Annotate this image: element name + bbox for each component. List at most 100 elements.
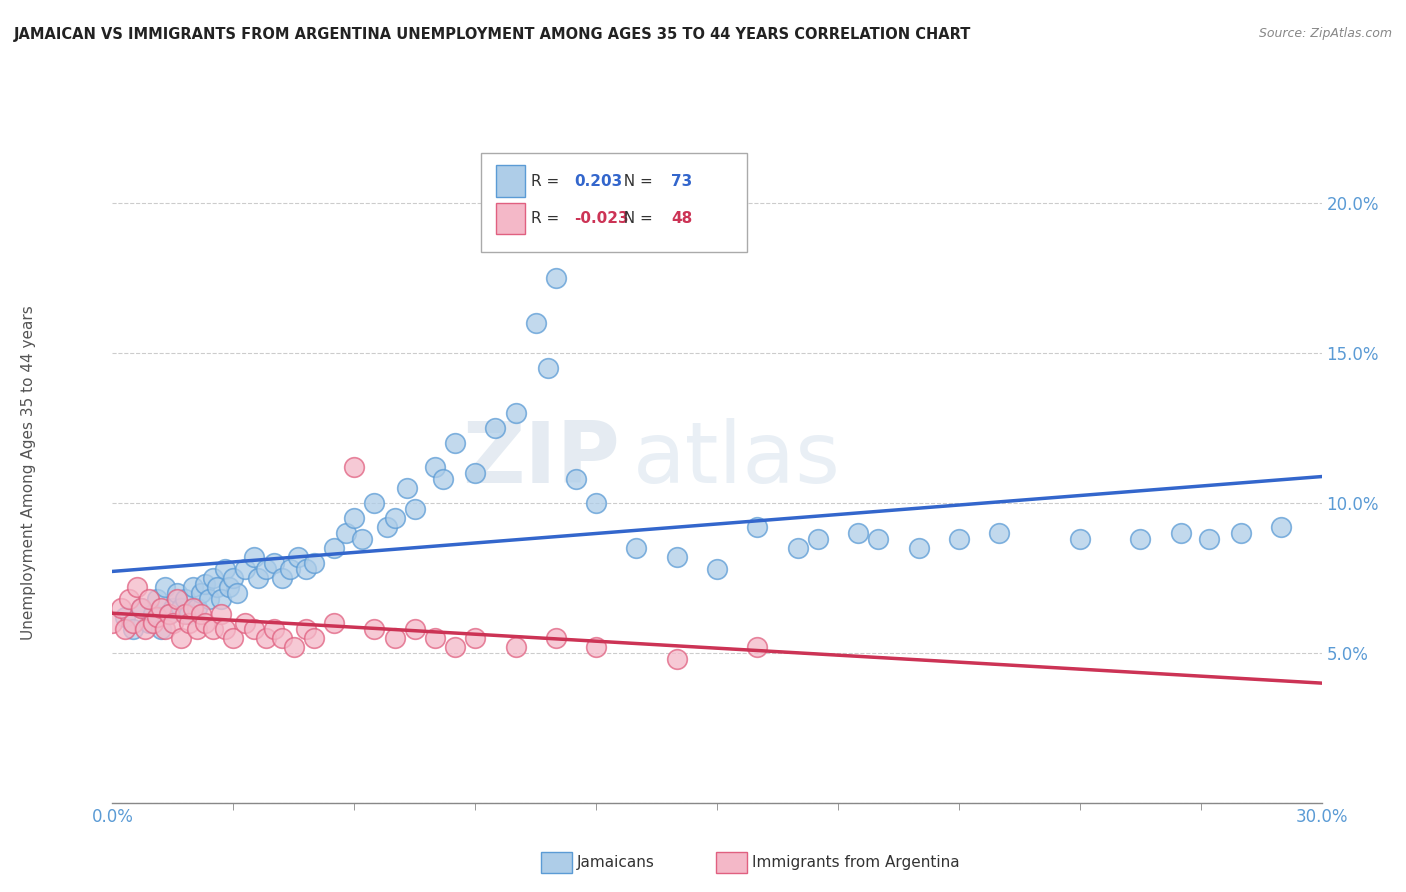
Point bbox=[235, 562, 257, 576]
Point bbox=[181, 600, 204, 615]
Point bbox=[626, 541, 648, 555]
Point bbox=[375, 520, 398, 534]
Point bbox=[202, 622, 225, 636]
Point bbox=[270, 631, 292, 645]
Point bbox=[505, 406, 527, 420]
Point bbox=[170, 600, 193, 615]
Point bbox=[125, 580, 148, 594]
Point bbox=[343, 510, 366, 524]
Text: N =: N = bbox=[614, 211, 658, 227]
Point bbox=[194, 576, 217, 591]
Point bbox=[121, 615, 143, 630]
Text: 73: 73 bbox=[671, 174, 692, 188]
Point bbox=[246, 571, 269, 585]
Point bbox=[287, 549, 309, 564]
Text: R =: R = bbox=[531, 174, 564, 188]
Point bbox=[162, 615, 184, 630]
Point bbox=[363, 496, 385, 510]
Point bbox=[138, 591, 160, 606]
Point bbox=[283, 640, 305, 654]
Point bbox=[948, 532, 970, 546]
Point bbox=[149, 600, 172, 615]
Point bbox=[166, 591, 188, 606]
Text: 0.203: 0.203 bbox=[575, 174, 623, 188]
Point bbox=[218, 580, 240, 594]
Point bbox=[352, 532, 374, 546]
Point bbox=[177, 615, 200, 630]
FancyBboxPatch shape bbox=[496, 203, 524, 234]
Point bbox=[302, 631, 325, 645]
Point bbox=[404, 622, 426, 636]
Point bbox=[384, 510, 406, 524]
Point bbox=[146, 609, 169, 624]
Point bbox=[302, 556, 325, 570]
FancyBboxPatch shape bbox=[716, 852, 748, 872]
Point bbox=[146, 591, 169, 606]
Point bbox=[278, 562, 301, 576]
Point bbox=[254, 562, 277, 576]
Point bbox=[222, 631, 245, 645]
Point bbox=[134, 622, 156, 636]
Point bbox=[129, 600, 152, 615]
Point bbox=[138, 615, 160, 630]
Point bbox=[404, 501, 426, 516]
Point bbox=[226, 586, 249, 600]
Point bbox=[464, 631, 486, 645]
Point bbox=[101, 615, 124, 630]
Point bbox=[907, 541, 929, 555]
Point bbox=[214, 622, 236, 636]
Point bbox=[432, 472, 454, 486]
Point bbox=[384, 631, 406, 645]
Point bbox=[807, 532, 830, 546]
Point bbox=[846, 525, 869, 540]
Point bbox=[222, 571, 245, 585]
Point bbox=[235, 615, 257, 630]
Point bbox=[323, 541, 346, 555]
Point bbox=[177, 607, 200, 621]
Point bbox=[209, 607, 232, 621]
Point bbox=[423, 631, 446, 645]
Point bbox=[202, 571, 225, 585]
Point bbox=[444, 640, 467, 654]
Point bbox=[868, 532, 890, 546]
Point bbox=[585, 496, 607, 510]
Text: atlas: atlas bbox=[633, 418, 841, 501]
Point bbox=[1230, 525, 1253, 540]
Point bbox=[121, 622, 143, 636]
Point bbox=[142, 607, 165, 621]
Point bbox=[110, 600, 132, 615]
Point bbox=[242, 622, 264, 636]
Point bbox=[585, 640, 607, 654]
Point bbox=[166, 586, 188, 600]
Point bbox=[1170, 525, 1192, 540]
Point bbox=[242, 549, 264, 564]
Point bbox=[343, 459, 366, 474]
Point bbox=[198, 591, 221, 606]
Point bbox=[254, 631, 277, 645]
Point bbox=[665, 549, 688, 564]
Point bbox=[270, 571, 292, 585]
Point bbox=[209, 591, 232, 606]
Text: Unemployment Among Ages 35 to 44 years: Unemployment Among Ages 35 to 44 years bbox=[21, 305, 35, 640]
Point bbox=[537, 360, 560, 375]
Point bbox=[565, 472, 588, 486]
Text: JAMAICAN VS IMMIGRANTS FROM ARGENTINA UNEMPLOYMENT AMONG AGES 35 TO 44 YEARS COR: JAMAICAN VS IMMIGRANTS FROM ARGENTINA UN… bbox=[14, 27, 972, 42]
Point bbox=[157, 607, 180, 621]
Text: Immigrants from Argentina: Immigrants from Argentina bbox=[752, 855, 960, 870]
Point bbox=[162, 600, 184, 615]
Point bbox=[190, 586, 212, 600]
FancyBboxPatch shape bbox=[540, 852, 572, 872]
Point bbox=[335, 525, 357, 540]
Point bbox=[181, 580, 204, 594]
Text: R =: R = bbox=[531, 211, 564, 227]
Point bbox=[665, 652, 688, 666]
Text: 48: 48 bbox=[671, 211, 692, 227]
Point bbox=[174, 591, 197, 606]
Point bbox=[263, 556, 285, 570]
Point bbox=[194, 615, 217, 630]
Point bbox=[1129, 532, 1152, 546]
Text: -0.023: -0.023 bbox=[575, 211, 628, 227]
Point bbox=[114, 609, 136, 624]
Point bbox=[114, 622, 136, 636]
FancyBboxPatch shape bbox=[481, 153, 748, 252]
